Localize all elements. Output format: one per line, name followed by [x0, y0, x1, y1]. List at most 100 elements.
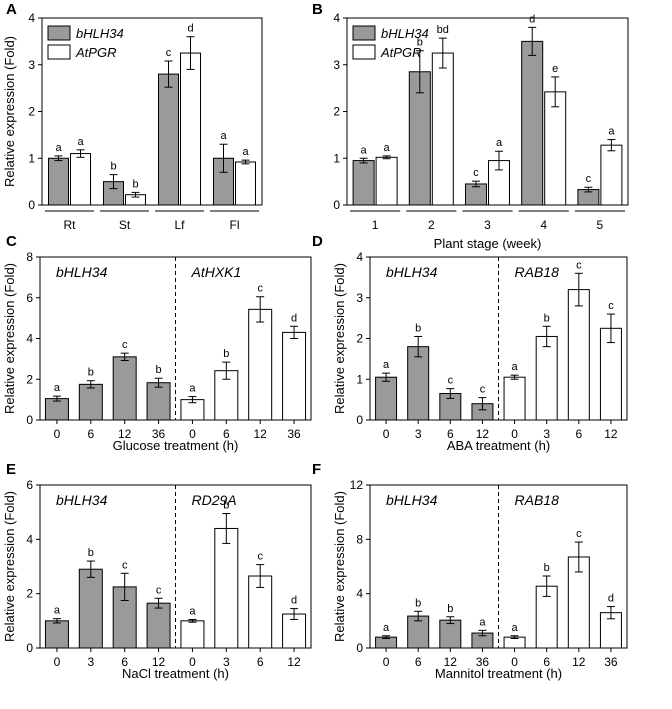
x-tick-label: 6	[415, 655, 422, 669]
significance-label: b	[415, 322, 421, 334]
bar	[535, 335, 558, 421]
significance-label: d	[529, 13, 535, 25]
significance-label: a	[220, 130, 227, 142]
y-tick-label: 12	[350, 478, 364, 492]
significance-label: c	[473, 167, 479, 179]
x-tick-label: 0	[383, 655, 390, 669]
significance-label: c	[257, 283, 263, 295]
significance-label: a	[54, 605, 61, 617]
significance-label: b	[88, 367, 94, 379]
y-tick-label: 1	[333, 151, 340, 165]
y-tick-label: 0	[356, 641, 363, 655]
significance-label: a	[54, 382, 61, 394]
y-tick-label: 8	[26, 250, 33, 264]
y-tick-label: 0	[28, 198, 35, 212]
y-tick-label: 1	[28, 151, 35, 165]
x-tick-label: 3	[415, 427, 422, 441]
y-axis-label: Relative expression (Fold)	[2, 491, 17, 642]
x-axis-label: Mannitol treatment (h)	[435, 666, 562, 681]
x-axis-label: Glucose treatment (h)	[113, 438, 239, 453]
x-tick-label: 12	[444, 655, 458, 669]
x-tick-label: 12	[604, 427, 618, 441]
significance-label: d	[187, 23, 193, 35]
x-tick-label: 4	[540, 218, 547, 232]
significance-label: bd	[437, 24, 449, 36]
x-tick-label: St	[119, 218, 131, 232]
x-tick-label: 6	[87, 427, 94, 441]
y-tick-label: 3	[28, 58, 35, 72]
y-axis-label: Relative expression (Fold)	[332, 263, 347, 414]
significance-label: c	[122, 559, 128, 571]
y-tick-label: 4	[333, 11, 340, 25]
y-tick-label: 0	[26, 413, 33, 427]
significance-label: b	[417, 37, 423, 49]
y-tick-label: 2	[333, 105, 340, 119]
y-tick-label: 0	[333, 198, 340, 212]
significance-label: c	[156, 584, 162, 596]
significance-label: c	[480, 384, 486, 396]
panel-letter: B	[312, 1, 323, 18]
legend-label: AtPGR	[380, 45, 421, 60]
x-tick-label: 3	[87, 655, 94, 669]
significance-label: a	[189, 605, 196, 617]
legend-label: AtPGR	[75, 45, 116, 60]
bar	[214, 527, 239, 649]
gene-label: RAB18	[515, 492, 560, 508]
y-tick-label: 4	[26, 332, 33, 346]
significance-label: b	[223, 500, 229, 512]
x-axis-label: NaCl treatment (h)	[122, 666, 229, 681]
x-tick-label: 3	[543, 427, 550, 441]
y-tick-label: 4	[28, 11, 35, 25]
bar	[544, 91, 567, 206]
x-tick-label: 12	[572, 655, 586, 669]
gene-label: bHLH34	[56, 264, 108, 280]
significance-label: a	[242, 146, 249, 158]
y-tick-label: 6	[26, 478, 33, 492]
x-tick-label: 6	[257, 655, 264, 669]
gene-label: RAB18	[515, 264, 560, 280]
x-tick-label: 5	[597, 218, 604, 232]
legend-label: bHLH34	[381, 26, 429, 41]
legend-label: bHLH34	[76, 26, 124, 41]
x-tick-label: 36	[152, 427, 166, 441]
significance-label: b	[88, 547, 94, 559]
y-axis-label: Relative expression (Fold)	[332, 491, 347, 642]
significance-label: d	[608, 593, 614, 605]
significance-label: b	[132, 178, 138, 190]
significance-label: a	[496, 137, 503, 149]
significance-label: b	[223, 348, 229, 360]
x-tick-label: 6	[223, 427, 230, 441]
significance-label: a	[512, 361, 519, 373]
x-tick-label: 0	[189, 655, 196, 669]
x-tick-label: 12	[287, 655, 301, 669]
chart-panel-A: 0 1 2 3 4A Relative expression (Fold) a a Rt b b St…	[2, 1, 263, 232]
significance-label: a	[55, 142, 62, 154]
gene-label: AtHXK1	[191, 264, 242, 280]
significance-label: a	[479, 616, 486, 628]
bar	[146, 382, 171, 421]
y-tick-label: 2	[28, 105, 35, 119]
bar	[375, 156, 398, 206]
x-tick-label: 3	[223, 655, 230, 669]
x-tick-label: 6	[121, 655, 128, 669]
y-tick-label: 2	[356, 332, 363, 346]
chart-panel-C: 0 2 4 6 8C Relative expression (Fold) bHLH34 a 0…	[2, 233, 312, 453]
y-tick-label: 3	[356, 291, 363, 305]
y-tick-label: 0	[26, 641, 33, 655]
x-tick-label: 6	[447, 427, 454, 441]
bar	[248, 308, 273, 421]
bar	[70, 153, 91, 206]
y-tick-label: 6	[26, 291, 33, 305]
bar	[44, 398, 69, 421]
y-axis-label: Relative expression (Fold)	[2, 36, 17, 187]
x-tick-label: 12	[254, 427, 268, 441]
bar	[375, 376, 398, 421]
bar	[439, 619, 462, 649]
panel-letter: E	[6, 461, 16, 478]
significance-label: a	[189, 383, 196, 395]
gene-label: bHLH34	[386, 264, 438, 280]
legend-swatch	[352, 25, 376, 41]
x-axis-label: Plant stage (week)	[434, 236, 542, 251]
significance-label: d	[291, 312, 297, 324]
